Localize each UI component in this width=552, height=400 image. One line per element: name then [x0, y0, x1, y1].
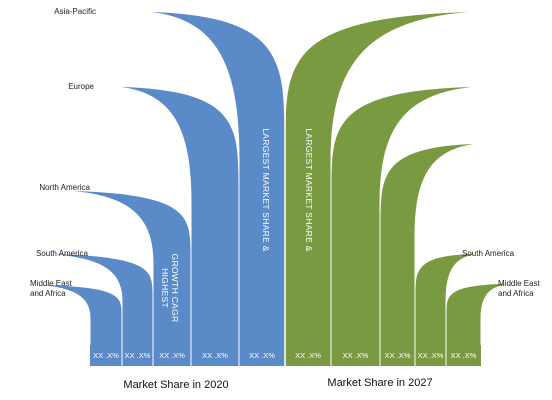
y2027-bar-north-america	[379, 142, 497, 367]
caption-2027: Market Share in 2027	[327, 377, 432, 389]
region-label-right-1: Middle East and Africa	[498, 279, 541, 298]
region-label-left-3: South America	[36, 249, 89, 258]
annotation-highest-growth-cagr: GROWTH CAGRHIGHEST	[160, 254, 180, 323]
y2027-value-band	[285, 345, 481, 366]
bars-layer	[7, 10, 525, 367]
y2020-value-label: XX .X%	[125, 351, 151, 360]
y2027-bar-europe	[330, 85, 503, 367]
region-label-left-0: Asia-Pacific	[54, 7, 96, 16]
region-label-left-4: Middle East and Africa	[30, 279, 73, 298]
y2027-value-label: XX .X%	[451, 351, 477, 360]
y2020-value-band	[90, 345, 285, 366]
y2027-value-label: XX .X%	[295, 351, 321, 360]
caption-2020: Market Share in 2020	[123, 379, 228, 391]
region-label-right-0: South America	[462, 249, 515, 258]
y2020-bar-asia-pacific	[126, 10, 286, 367]
y2020-value-label: XX .X%	[202, 351, 228, 360]
y2027-bar-south-america	[414, 252, 492, 367]
y2020-value-label: XX .X%	[159, 351, 185, 360]
y2020-bar-europe	[98, 85, 240, 367]
y2027-value-label: XX .X%	[343, 351, 369, 360]
y2027-value-label: XX .X%	[385, 351, 411, 360]
labels-layer: XX .X% XX .X% XX .X% XX .X% XX .X% XX .X% XX .…	[30, 7, 541, 391]
y2027-value-label: XX .X%	[418, 351, 444, 360]
region-label-left-1: Europe	[68, 82, 94, 91]
annotation-largest-share-2027: LARGEST MARKET SHARE &	[304, 128, 314, 251]
region-label-left-2: North America	[39, 183, 90, 192]
y2020-bar-north-america	[37, 189, 192, 367]
annotation-largest-share-2020: LARGEST MARKET SHARE &	[261, 128, 271, 251]
y2027-bar-asia-pacific	[284, 10, 509, 367]
y2020-value-label: XX .X%	[93, 351, 119, 360]
y2020-value-label: XX .X%	[249, 351, 275, 360]
